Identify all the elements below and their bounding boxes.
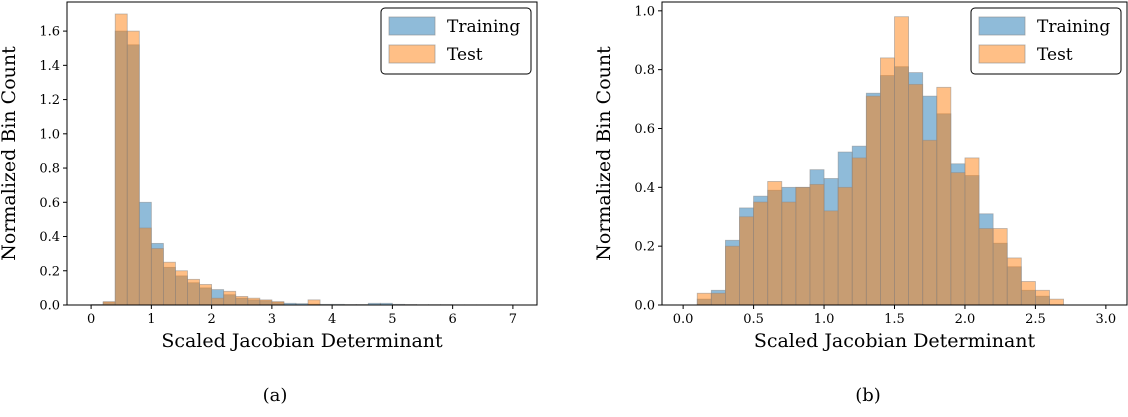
a-bar-test-8 <box>187 278 200 306</box>
a-bar-test-15 <box>271 301 285 306</box>
a-xtick-label-5: 5 <box>388 312 396 327</box>
b-bar-test-9 <box>823 210 839 306</box>
a-xtick-label-4: 4 <box>328 312 336 327</box>
b-bar-test-17 <box>936 86 952 306</box>
b-xtick-label-4: 2.0 <box>955 312 976 327</box>
b-bar-test-4 <box>753 201 769 306</box>
a-bar-test-10 <box>211 297 225 306</box>
b-ytick-label-0: 0.0 <box>634 299 655 314</box>
a-ylabel: Normalized Bin Count <box>0 46 20 261</box>
a-bar-test-5 <box>150 248 164 306</box>
a-legend-label-test: Test <box>447 45 483 65</box>
b-bar-test-7 <box>795 186 811 306</box>
a-bar-test-14 <box>259 299 273 306</box>
b-xtick-label-6: 3.0 <box>1096 312 1117 327</box>
b-bar-test-12 <box>865 95 881 306</box>
a-xtick-label-6: 6 <box>449 312 457 327</box>
b-ytick-label-5: 1.0 <box>634 4 655 19</box>
b-bar-test-11 <box>851 157 867 306</box>
a-bar-test-11 <box>223 290 237 306</box>
a-bar-test-7 <box>175 270 188 306</box>
a-bar-test-18 <box>307 299 321 306</box>
b-bar-test-24 <box>1035 289 1050 306</box>
b-bar-test-20 <box>978 228 994 306</box>
a-bar-test-2 <box>114 13 128 306</box>
a-axes-frame <box>66 1 538 306</box>
histogram-panel-a: 0 1 2 3 4 5 6 7 0.0 0.2 0.4 0.6 0.8 1.0 1.2 1.4 1.6 Scale… <box>0 1 538 352</box>
b-bar-test-19 <box>964 157 980 306</box>
b-bar-test-21 <box>992 228 1008 306</box>
a-bar-test-13 <box>247 297 261 306</box>
b-bar-test-16 <box>922 139 938 306</box>
histogram-panel-b: 0.0 0.5 1.0 1.5 2.0 2.5 3.0 0.0 0.2 0.4 0.6 0.8 1.0 S… <box>593 1 1128 352</box>
a-ytick-label-6: 1.2 <box>39 93 60 108</box>
caption-b: (b) <box>855 385 881 406</box>
b-xlabel: Scaled Jacobian Determinant <box>754 330 1036 352</box>
b-bar-test-25 <box>1049 298 1064 306</box>
b-ytick-label-1: 0.2 <box>634 240 655 255</box>
a-legend-swatch-training <box>388 16 436 36</box>
a-ytick-label-2: 0.4 <box>39 230 60 245</box>
a-xtick-label-1: 1 <box>147 312 155 327</box>
a-ytick-label-0: 0.0 <box>39 299 60 314</box>
a-xlabel: Scaled Jacobian Determinant <box>161 330 443 352</box>
a-xtick-label-2: 2 <box>207 312 215 327</box>
b-bar-test-0 <box>696 292 712 306</box>
b-bar-test-3 <box>739 216 754 306</box>
b-xtick-label-5: 2.5 <box>1025 312 1046 327</box>
b-bar-test-15 <box>908 83 924 306</box>
b-bar-test-23 <box>1020 281 1036 306</box>
b-ylabel: Normalized Bin Count <box>593 46 615 261</box>
b-legend-swatch-training <box>978 16 1026 36</box>
b-legend: Training Test <box>970 7 1122 75</box>
a-ytick-label-1: 0.2 <box>39 264 60 279</box>
a-bar-test-1 <box>102 301 116 306</box>
a-xtick-label-7: 7 <box>509 312 517 327</box>
a-ytick-label-4: 0.8 <box>39 162 60 177</box>
b-bar-test-14 <box>894 16 909 306</box>
a-ytick-label-5: 1.0 <box>39 127 60 142</box>
b-bar-test-5 <box>767 181 783 306</box>
b-legend-label-training: Training <box>1037 17 1110 37</box>
a-bar-test-6 <box>163 261 176 306</box>
a-legend: Training Test <box>380 7 532 75</box>
b-bar-test-22 <box>1006 257 1022 306</box>
b-bar-test-13 <box>880 57 895 306</box>
b-bar-test-18 <box>950 172 966 306</box>
a-series-test <box>102 13 321 306</box>
b-xtick-label-1: 0.5 <box>743 312 764 327</box>
a-bar-test-12 <box>235 296 249 306</box>
a-bar-test-3 <box>126 30 140 306</box>
b-xtick-label-0: 0.0 <box>673 312 694 327</box>
b-ytick-label-4: 0.8 <box>634 63 655 78</box>
a-legend-swatch-test <box>388 44 436 64</box>
b-bar-test-2 <box>725 245 740 306</box>
b-xtick-label-2: 1.0 <box>814 312 835 327</box>
a-bar-test-4 <box>138 227 152 306</box>
a-ytick-label-7: 1.4 <box>39 59 60 74</box>
a-xtick-label-0: 0 <box>87 312 95 327</box>
b-bar-test-10 <box>837 186 853 306</box>
a-ytick-label-3: 0.6 <box>39 196 60 211</box>
b-bar-test-6 <box>781 201 797 306</box>
b-ytick-label-2: 0.4 <box>634 181 655 196</box>
a-bar-test-9 <box>199 284 213 306</box>
b-bar-test-1 <box>710 292 726 306</box>
b-xtick-label-3: 1.5 <box>884 312 905 327</box>
a-legend-label-training: Training <box>447 17 520 37</box>
a-ytick-label-8: 1.6 <box>39 25 60 40</box>
caption-a: (a) <box>262 385 288 406</box>
b-bar-test-8 <box>809 183 825 306</box>
a-xtick-label-3: 3 <box>268 312 276 327</box>
b-ytick-label-3: 0.6 <box>634 122 655 137</box>
b-legend-swatch-test <box>978 44 1026 64</box>
b-series-test <box>696 16 1064 306</box>
b-legend-label-test: Test <box>1037 45 1073 65</box>
